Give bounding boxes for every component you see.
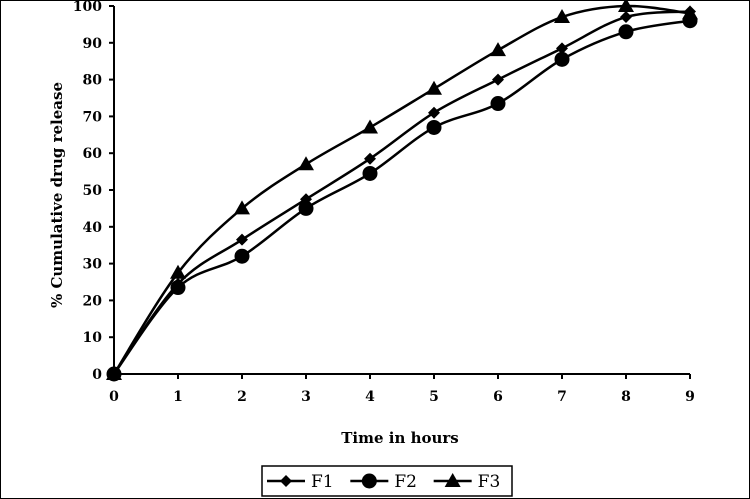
x-tick-label: 6 (493, 389, 503, 405)
series-line-f2 (112, 19, 691, 375)
series-f3 (106, 0, 698, 380)
y-tick-label: 80 (83, 73, 103, 89)
marker-diamond (556, 42, 568, 55)
marker-triangle (298, 156, 314, 171)
marker-triangle (362, 119, 378, 134)
x-tick-label: 7 (557, 389, 567, 405)
axes: 0 10 20 30 40 50 60 70 80 90 100 0 1 2 3 4 5 6 7 8 9 (73, 0, 695, 405)
marker-diamond (280, 475, 292, 487)
x-axis-label: Time in hours (341, 429, 459, 447)
marker-circle (490, 96, 506, 112)
marker-triangle (170, 264, 186, 279)
x-tick-label: 9 (685, 389, 695, 405)
y-tick-label: 0 (92, 367, 102, 383)
y-tick-label: 30 (83, 257, 103, 273)
marker-circle (234, 248, 250, 264)
marker-circle (362, 165, 378, 181)
x-tick-label: 0 (109, 389, 119, 405)
marker-diamond (428, 106, 440, 119)
series-line-f1 (112, 10, 691, 375)
x-tick-label: 4 (365, 389, 375, 405)
y-tick-label: 90 (83, 36, 103, 52)
y-tick-label: 10 (83, 330, 103, 346)
marker-triangle (444, 473, 461, 487)
marker-circle (170, 280, 186, 296)
x-tick-label: 2 (237, 389, 247, 405)
series-layer (106, 0, 698, 382)
marker-diamond (236, 233, 248, 246)
y-tick-label: 70 (83, 109, 103, 125)
marker-triangle (234, 200, 250, 215)
y-tick-label: 60 (83, 146, 103, 162)
x-tick-label: 1 (173, 389, 183, 405)
legend-item: F3 (433, 472, 501, 492)
legend-item: F1 (267, 472, 334, 492)
marker-triangle (490, 42, 506, 57)
marker-diamond (492, 73, 504, 86)
legend-label: F1 (311, 472, 334, 492)
marker-triangle (682, 5, 698, 20)
marker-circle (618, 24, 634, 40)
marker-circle (426, 119, 442, 135)
y-tick-label: 50 (83, 183, 103, 199)
marker-circle (298, 200, 314, 216)
y-tick-label: 40 (83, 220, 103, 236)
x-tick-label: 5 (429, 389, 439, 405)
x-tick-label: 8 (621, 389, 631, 405)
marker-triangle (618, 0, 634, 12)
legend-item: F2 (350, 472, 417, 492)
x-tick-label: 3 (301, 389, 311, 405)
legend: F1 F2 F3 (261, 465, 513, 497)
marker-triangle (554, 9, 570, 24)
y-tick-label: 100 (73, 0, 102, 15)
series-line-f3 (112, 4, 691, 375)
marker-circle (554, 51, 570, 67)
legend-label: F2 (394, 472, 417, 492)
y-axis-label: % Cumulative drug release (48, 82, 66, 308)
y-tick-label: 20 (83, 293, 103, 309)
legend-label: F3 (478, 472, 501, 492)
marker-triangle (106, 366, 122, 380)
marker-diamond (620, 11, 632, 24)
marker-circle (361, 473, 377, 489)
marker-triangle (426, 80, 442, 95)
marker-diamond (364, 152, 376, 165)
